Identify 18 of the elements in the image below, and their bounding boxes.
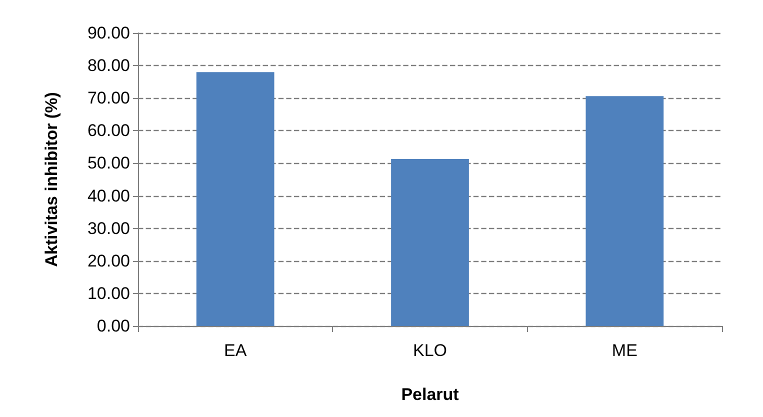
x-tick-label: ME — [612, 341, 638, 360]
y-tick-label: 60.00 — [87, 121, 130, 140]
x-axis-title: Pelarut — [401, 385, 460, 404]
y-tick-label: 30.00 — [87, 218, 130, 238]
y-tick-label: 10.00 — [87, 284, 130, 303]
y-tick-label: 70.00 — [87, 88, 130, 108]
bar — [196, 72, 274, 326]
y-tick-label: 20.00 — [87, 251, 130, 270]
bar — [586, 96, 664, 326]
x-tick-label: EA — [224, 341, 248, 360]
y-tick-label: 40.00 — [87, 186, 130, 206]
y-tick-label: 80.00 — [87, 56, 130, 76]
y-tick-label: 0.00 — [96, 316, 130, 336]
bar — [391, 158, 469, 326]
y-tick-label: 50.00 — [87, 154, 130, 173]
y-axis-title: Aktivitas inhibitor (%) — [42, 92, 61, 267]
x-tick-label: KLO — [412, 341, 448, 360]
y-tick-label: 90.00 — [87, 24, 130, 42]
